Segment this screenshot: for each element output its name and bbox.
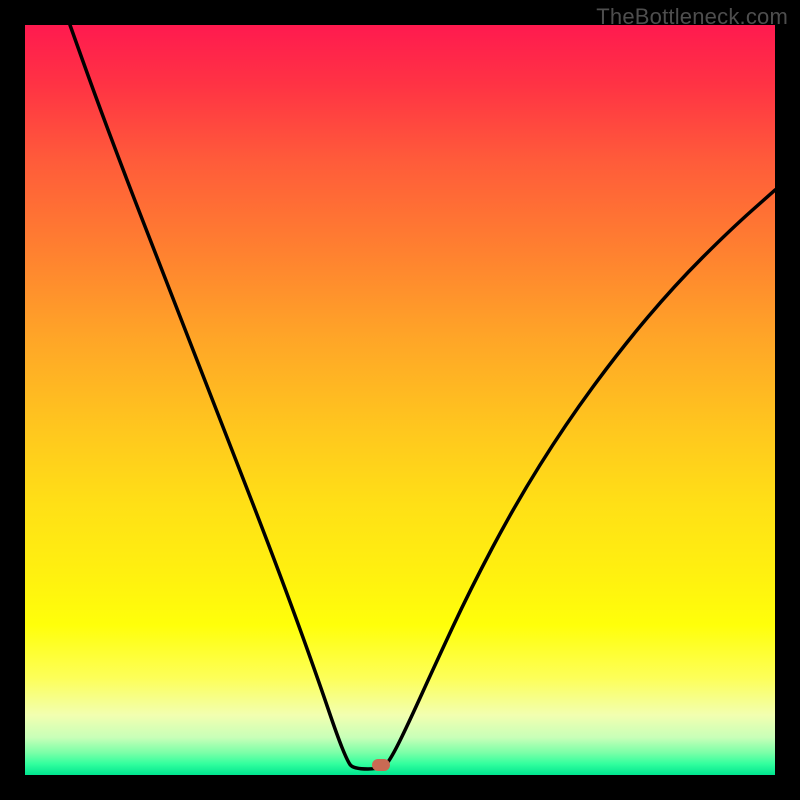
bottleneck-curve: [70, 25, 775, 769]
curve-svg: [25, 25, 775, 775]
plot-area: [25, 25, 775, 775]
optimum-marker: [372, 759, 390, 771]
chart-frame: TheBottleneck.com: [0, 0, 800, 800]
